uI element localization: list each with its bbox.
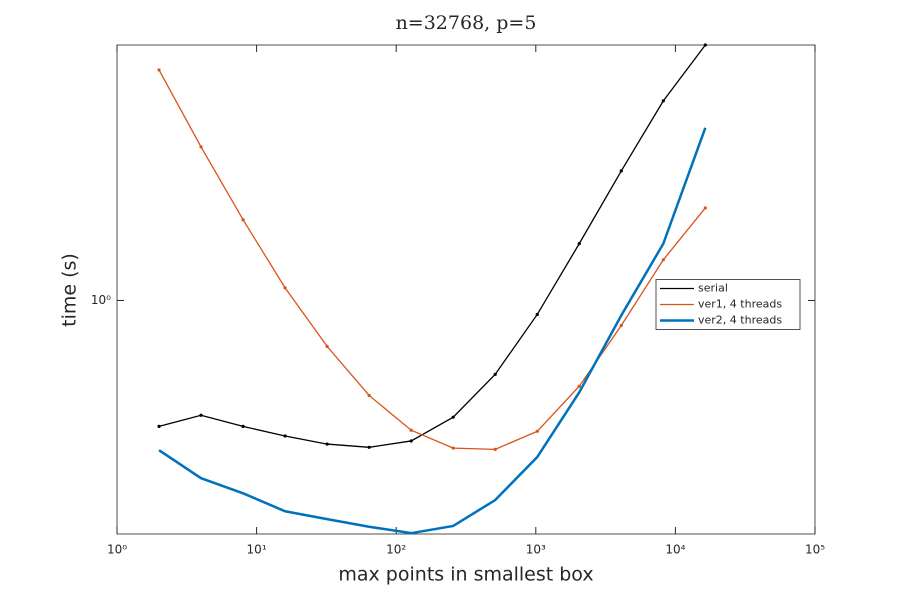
point xyxy=(535,312,539,317)
x-axis-label: max points in smallest box xyxy=(338,564,593,586)
point xyxy=(703,43,707,47)
legend-label: ver2, 4 threads xyxy=(698,314,782,327)
point xyxy=(283,434,287,438)
point xyxy=(157,68,161,72)
series-line xyxy=(158,127,707,535)
point xyxy=(199,145,203,149)
series-line xyxy=(158,69,706,451)
point xyxy=(157,424,161,429)
point xyxy=(409,428,413,432)
point xyxy=(577,242,581,246)
legend: serial ver1, 4 threads ver2, 4 threads xyxy=(655,279,801,330)
x-tick-label: 10¹ xyxy=(247,543,267,557)
legend-label: ver1, 4 threads xyxy=(698,298,782,311)
point xyxy=(703,206,707,210)
point xyxy=(493,447,497,451)
point xyxy=(283,286,287,290)
x-tick-label: 10⁰ xyxy=(107,543,127,557)
x-tick-label: 10² xyxy=(386,543,406,557)
point xyxy=(451,446,455,450)
point xyxy=(619,323,623,328)
point xyxy=(409,439,413,443)
x-tick-label: 10⁵ xyxy=(805,543,825,557)
point xyxy=(493,372,497,376)
point xyxy=(199,413,203,417)
point xyxy=(325,344,329,349)
point xyxy=(535,429,539,433)
chart-title: n=32768, p=5 xyxy=(396,12,537,34)
x-tick-label: 10⁴ xyxy=(665,543,685,557)
point xyxy=(367,445,371,449)
y-tick-label: 10⁰ xyxy=(91,293,111,307)
point xyxy=(241,218,245,222)
point xyxy=(619,169,623,173)
point xyxy=(451,415,455,419)
point xyxy=(325,442,329,446)
point xyxy=(367,393,371,398)
point xyxy=(661,258,665,262)
x-tick-label: 10³ xyxy=(526,543,546,557)
y-axis-label: time (s) xyxy=(59,253,81,327)
point xyxy=(241,424,245,429)
series-line xyxy=(158,44,706,448)
legend-label: serial xyxy=(698,282,728,295)
point xyxy=(661,99,665,103)
point xyxy=(577,384,581,388)
